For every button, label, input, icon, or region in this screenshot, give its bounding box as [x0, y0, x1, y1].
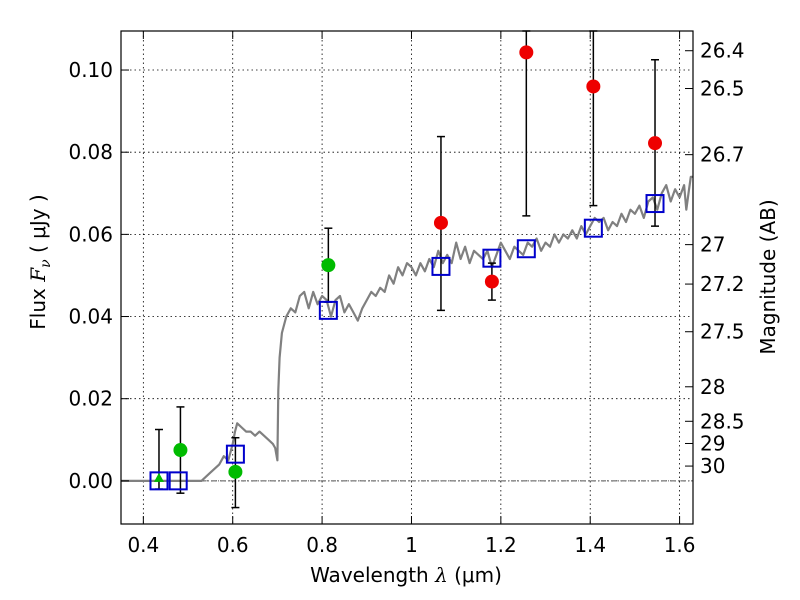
mag-tick-label: 30	[700, 454, 725, 478]
red-data-point	[586, 79, 601, 94]
x-tick-label: 1.2	[485, 533, 517, 557]
red-data-point	[433, 215, 448, 230]
red-data-point	[484, 274, 499, 289]
green-data-point	[173, 443, 188, 458]
red-data-point	[519, 45, 534, 60]
model-photometry-square	[225, 444, 245, 464]
mag-tick-label: 26.5	[700, 77, 745, 101]
mag-tick-label: 28.5	[700, 409, 745, 433]
spectrum-group	[121, 175, 693, 482]
x-tick-label: 1	[405, 533, 418, 557]
y-tick-label: 0.00	[68, 469, 113, 493]
x-tick-label: 0.4	[127, 533, 159, 557]
x-tick-label: 0.8	[306, 533, 338, 557]
x-axis-label: Wavelength λ (μm)	[310, 563, 502, 587]
model-spectrum-line	[121, 175, 693, 482]
model-photometry-square	[516, 239, 536, 259]
x-tick-label: 1.4	[574, 533, 606, 557]
model-photometry-square	[431, 256, 451, 276]
mag-tick-label: 27.5	[700, 320, 745, 344]
y-tick-label: 0.02	[68, 387, 113, 411]
y-tick-label: 0.06	[68, 222, 113, 246]
y2-axis-label: Magnitude (AB)	[756, 199, 780, 354]
model-photometry-square	[149, 471, 169, 491]
mag-tick-label: 29	[700, 431, 725, 455]
y-axis-label: Flux Fν ( μJy )	[26, 194, 54, 329]
green-data-point	[228, 464, 243, 479]
model-photometry-square	[318, 300, 338, 320]
model-photometry-square	[645, 194, 665, 214]
model-photometry-square	[482, 248, 502, 268]
x-tick-label: 1.6	[664, 533, 696, 557]
y-tick-label: 0.08	[68, 140, 113, 164]
green-triangle-point	[153, 472, 164, 482]
plot-frame	[120, 30, 694, 525]
mag-tick-label: 26.4	[700, 39, 745, 63]
mag-tick-label: 28	[700, 375, 725, 399]
green-data-point	[321, 258, 336, 273]
mag-tick-label: 26.7	[700, 143, 745, 167]
y-tick-label: 0.04	[68, 305, 113, 329]
marker-group	[149, 45, 665, 491]
tick-group: 0.4 0.6 0.8 1 1.2 1.4 1.6 0.00 0.02 0.04 0.06 0.08 0…	[68, 31, 745, 557]
y-tick-label: 0.10	[68, 58, 113, 82]
mag-tick-label: 27.2	[700, 272, 745, 296]
x-tick-label: 0.6	[217, 533, 249, 557]
model-photometry-square	[583, 218, 603, 238]
red-data-point	[648, 136, 663, 151]
model-photometry-square	[168, 471, 188, 491]
mag-tick-label: 27	[700, 233, 725, 257]
